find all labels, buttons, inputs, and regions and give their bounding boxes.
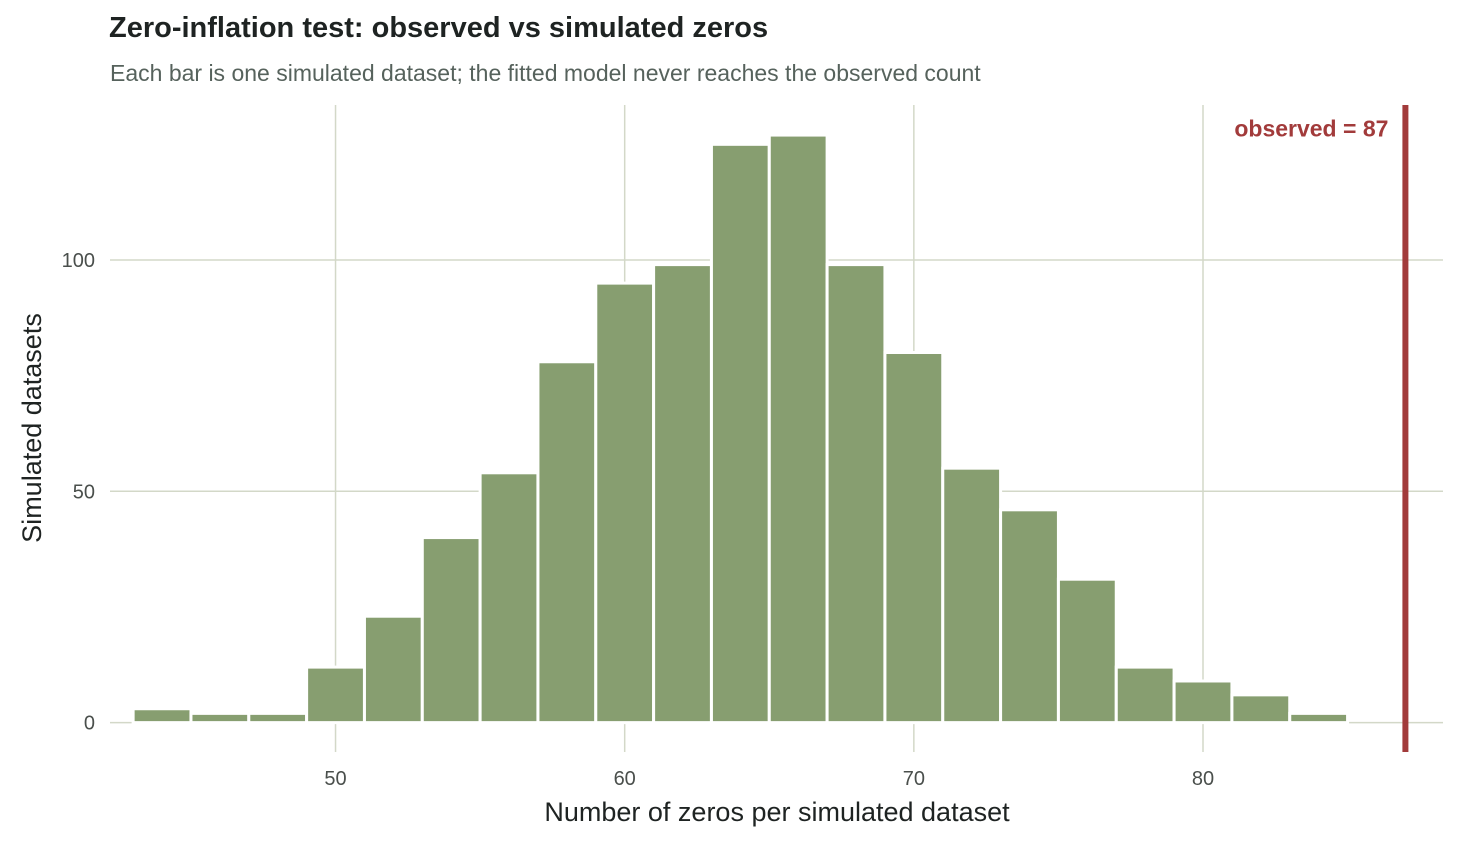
histogram-bar xyxy=(941,466,1003,725)
x-tick-label: 50 xyxy=(324,768,346,790)
histogram-bar xyxy=(767,133,829,725)
observed-marker: observed = 87 xyxy=(1234,105,1409,752)
histogram-bar xyxy=(1056,577,1118,725)
histogram-bar xyxy=(883,351,945,725)
histogram-bar xyxy=(652,263,713,725)
histogram-bar xyxy=(825,263,887,725)
histogram-bar xyxy=(1172,679,1234,725)
observed-label: observed = 87 xyxy=(1234,116,1388,142)
y-tick-label: 100 xyxy=(62,250,95,272)
histogram-bars xyxy=(131,133,1350,725)
histogram-bar xyxy=(362,614,424,725)
histogram-bar xyxy=(536,360,598,725)
histogram-bar xyxy=(709,142,771,725)
x-tick-label: 60 xyxy=(614,768,636,790)
histogram-bar xyxy=(189,711,251,725)
chart-subtitle: Each bar is one simulated dataset; the f… xyxy=(110,60,981,86)
histogram-bar xyxy=(1288,711,1350,725)
axis-ticks: 50 60 70 80 0 50 100 xyxy=(62,250,1215,790)
x-tick-label: 80 xyxy=(1192,768,1214,790)
histogram-bar xyxy=(131,707,193,725)
x-tick-label: 70 xyxy=(903,768,925,790)
histogram-bar xyxy=(478,471,540,725)
y-axis-label: Simulated datasets xyxy=(17,313,47,543)
histogram-bar xyxy=(1230,693,1292,725)
y-tick-label: 50 xyxy=(73,481,95,503)
y-tick-label: 0 xyxy=(84,713,95,735)
x-axis-label: Number of zeros per simulated dataset xyxy=(544,797,1010,827)
histogram-bar xyxy=(420,536,482,725)
histogram-bar xyxy=(594,281,656,725)
histogram-bar xyxy=(247,711,309,725)
histogram-bar xyxy=(1114,665,1176,725)
chart-title: Zero-inflation test: observed vs simulat… xyxy=(109,12,769,44)
histogram-bar xyxy=(305,665,366,725)
histogram-bar xyxy=(999,508,1060,725)
